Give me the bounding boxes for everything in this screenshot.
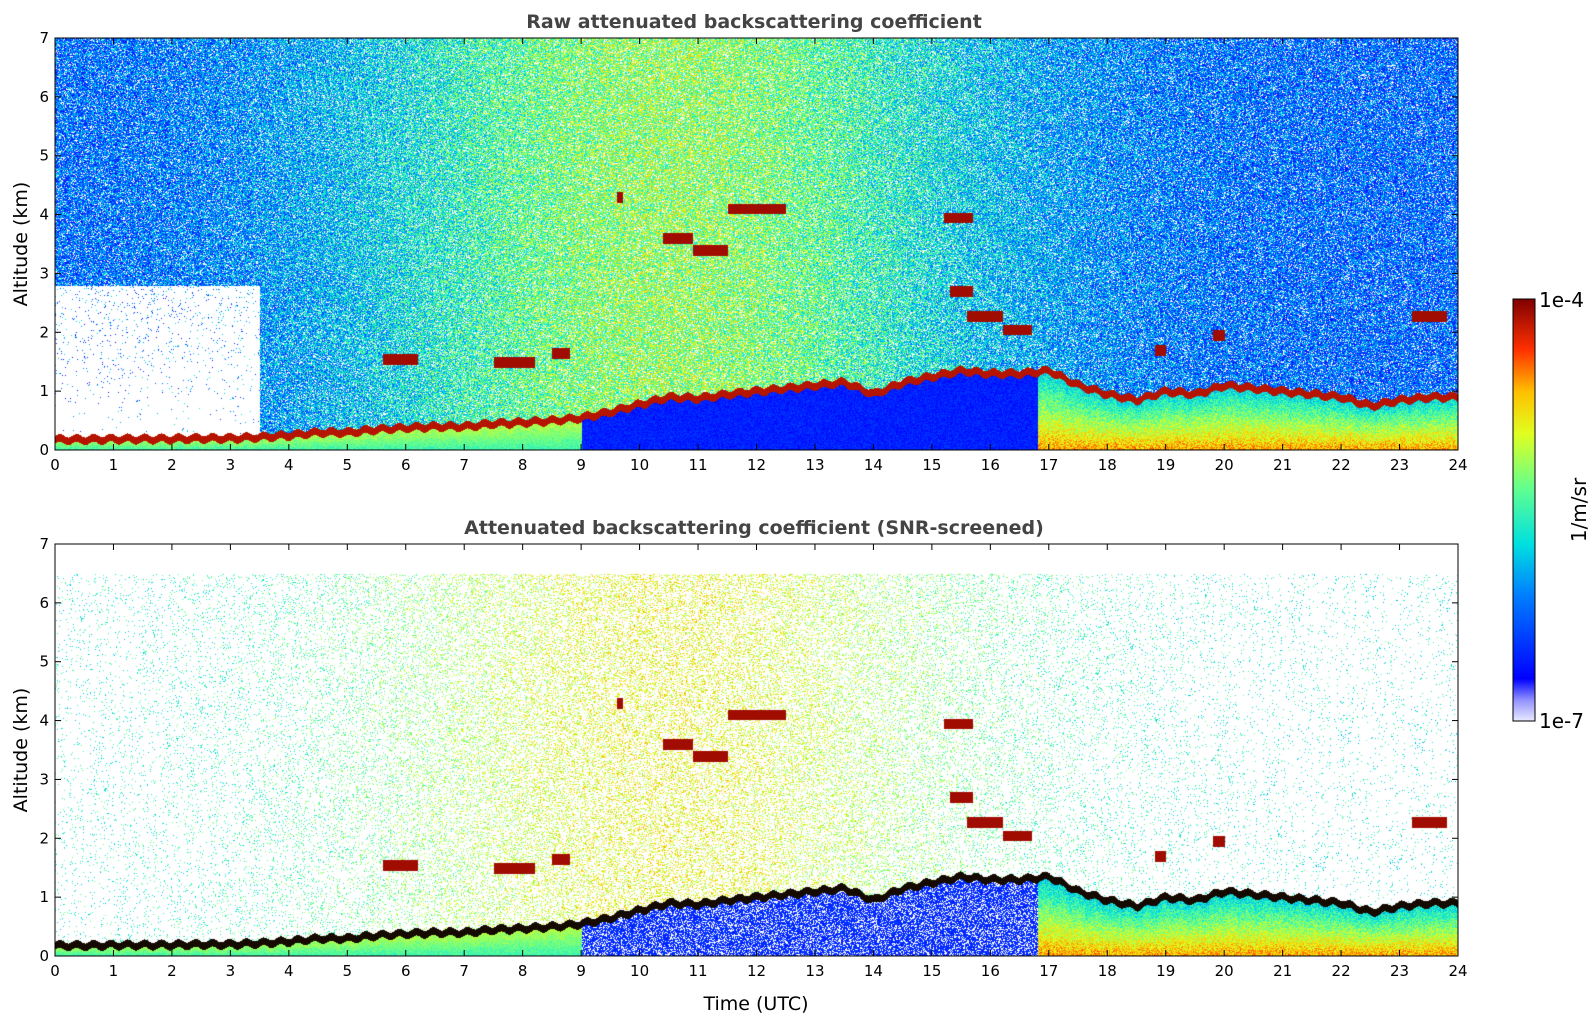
y-tick-label: 5 — [39, 147, 49, 165]
x-tick-label: 24 — [1448, 456, 1467, 474]
y-tick-label: 6 — [39, 594, 49, 612]
x-tick-label: 3 — [226, 456, 236, 474]
x-tick-label: 11 — [688, 456, 707, 474]
y-tick-label: 4 — [39, 206, 49, 224]
x-tick-label: 21 — [1273, 962, 1292, 980]
y-tick-label: 2 — [39, 829, 49, 847]
y-tick-label: 7 — [39, 535, 49, 553]
x-tick-label: 20 — [1215, 456, 1234, 474]
x-tick-label: 14 — [864, 962, 883, 980]
y-tick-label: 5 — [39, 653, 49, 671]
panel-screened-y-label: Altitude (km) — [10, 688, 32, 813]
panel-raw: Raw attenuated backscattering coefficien… — [10, 11, 1468, 474]
x-tick-label: 18 — [1098, 456, 1117, 474]
x-tick-label: 16 — [981, 962, 1000, 980]
x-tick-label: 12 — [747, 962, 766, 980]
x-tick-label: 0 — [50, 962, 60, 980]
y-tick-label: 0 — [39, 441, 49, 459]
x-tick-label: 8 — [518, 456, 528, 474]
colorbar-unit-label: 1/m/sr — [1567, 477, 1591, 542]
y-tick-label: 4 — [39, 712, 49, 730]
x-tick-label: 10 — [630, 962, 649, 980]
panel-raw-y-label: Altitude (km) — [10, 182, 32, 307]
x-tick-label: 11 — [688, 962, 707, 980]
colorbar: 1e-4 1e-7 1/m/sr — [1512, 288, 1591, 733]
x-tick-label: 18 — [1098, 962, 1117, 980]
y-tick-label: 3 — [39, 264, 49, 282]
y-tick-label: 0 — [39, 947, 49, 965]
x-tick-label: 2 — [167, 962, 177, 980]
x-tick-label: 5 — [343, 456, 353, 474]
x-tick-label: 23 — [1390, 962, 1409, 980]
x-tick-label: 22 — [1332, 456, 1351, 474]
panel-screened-title: Attenuated backscattering coefficient (S… — [464, 517, 1044, 539]
x-tick-label: 2 — [167, 456, 177, 474]
x-tick-label: 24 — [1448, 962, 1467, 980]
x-tick-label: 7 — [459, 456, 469, 474]
colorbar-gradient — [1512, 298, 1536, 722]
y-tick-label: 7 — [39, 29, 49, 47]
x-tick-label: 13 — [805, 962, 824, 980]
panel-raw-heatmap — [55, 38, 1458, 450]
y-tick-label: 2 — [39, 323, 49, 341]
x-tick-label: 9 — [576, 456, 586, 474]
x-tick-label: 19 — [1156, 456, 1175, 474]
x-tick-label: 20 — [1215, 962, 1234, 980]
x-tick-label: 15 — [922, 962, 941, 980]
x-tick-label: 15 — [922, 456, 941, 474]
x-tick-label: 6 — [401, 962, 411, 980]
y-tick-label: 1 — [39, 888, 49, 906]
x-tick-label: 12 — [747, 456, 766, 474]
x-tick-label: 9 — [576, 962, 586, 980]
panel-raw-title: Raw attenuated backscattering coefficien… — [526, 11, 982, 33]
panel-screened-x-axis: 0 1 2 3 4 5 6 7 8 9 10 11 12 13 14 15 16 17 18 19 20 21 22 23 24 — [50, 544, 1468, 980]
y-tick-label: 1 — [39, 382, 49, 400]
x-tick-label: 1 — [109, 456, 119, 474]
x-tick-label: 10 — [630, 456, 649, 474]
x-tick-label: 6 — [401, 456, 411, 474]
y-tick-label: 3 — [39, 770, 49, 788]
x-tick-label: 23 — [1390, 456, 1409, 474]
x-tick-label: 22 — [1332, 962, 1351, 980]
x-tick-label: 8 — [518, 962, 528, 980]
colorbar-min-label: 1e-7 — [1539, 709, 1584, 733]
x-tick-label: 7 — [459, 962, 469, 980]
panel-raw-x-axis: 0 1 2 3 4 5 6 7 8 9 10 11 12 13 14 15 16 17 18 19 20 21 22 23 24 — [50, 38, 1468, 474]
panel-screened: Attenuated backscattering coefficient (S… — [10, 517, 1468, 1015]
x-tick-label: 19 — [1156, 962, 1175, 980]
x-tick-label: 17 — [1039, 962, 1058, 980]
x-tick-label: 4 — [284, 456, 294, 474]
panel-raw-y-axis: 0 1 2 3 4 5 6 7 — [39, 29, 1458, 459]
y-tick-label: 6 — [39, 88, 49, 106]
x-tick-label: 14 — [864, 456, 883, 474]
x-tick-label: 21 — [1273, 456, 1292, 474]
panel-screened-heatmap — [55, 544, 1458, 956]
x-tick-label: 17 — [1039, 456, 1058, 474]
x-tick-label: 4 — [284, 962, 294, 980]
x-tick-label: 5 — [343, 962, 353, 980]
x-tick-label: 1 — [109, 962, 119, 980]
x-tick-label: 13 — [805, 456, 824, 474]
x-tick-label: 3 — [226, 962, 236, 980]
colorbar-max-label: 1e-4 — [1539, 288, 1584, 312]
x-axis-label: Time (UTC) — [702, 993, 808, 1015]
panel-screened-y-axis: 0 1 2 3 4 5 6 7 — [39, 535, 1458, 965]
x-tick-label: 0 — [50, 456, 60, 474]
x-tick-label: 16 — [981, 456, 1000, 474]
